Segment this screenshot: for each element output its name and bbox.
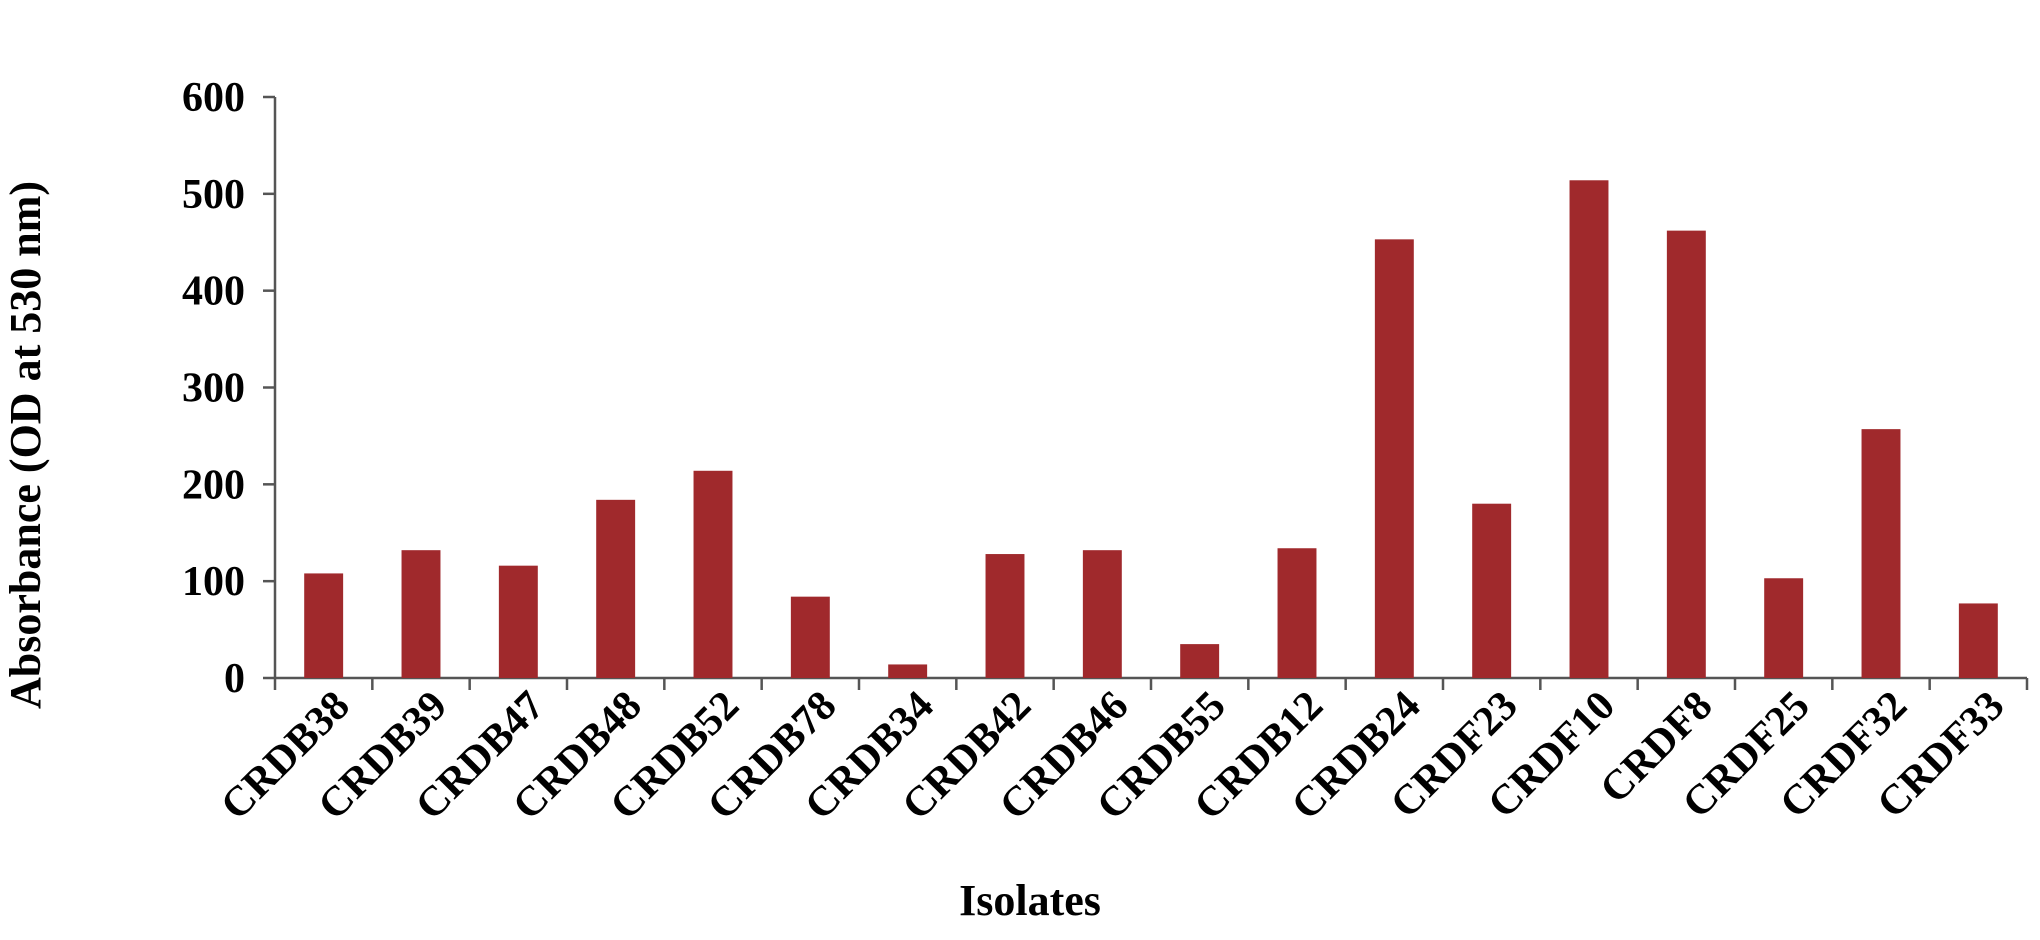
bar — [1472, 503, 1512, 678]
bar — [1374, 239, 1414, 678]
bar — [888, 664, 928, 678]
bar — [1666, 230, 1706, 678]
bar — [1958, 603, 1998, 678]
y-tick-label: 0 — [224, 656, 245, 702]
y-tick-label: 600 — [182, 75, 245, 121]
x-axis-title: Isolates — [959, 876, 1101, 925]
y-tick-label: 400 — [182, 269, 245, 315]
bar — [498, 565, 538, 678]
bar — [596, 499, 636, 678]
bar — [985, 554, 1025, 678]
y-tick-label: 300 — [182, 366, 245, 412]
bar — [1861, 429, 1901, 678]
bar — [790, 596, 830, 678]
bar — [1764, 578, 1804, 678]
y-tick-label: 100 — [182, 559, 245, 605]
y-tick-label: 200 — [182, 462, 245, 508]
bar — [1082, 550, 1122, 678]
bar — [401, 550, 441, 678]
y-tick-label: 500 — [182, 172, 245, 218]
bar — [1569, 180, 1609, 678]
bar — [304, 573, 344, 678]
bar — [1277, 548, 1317, 678]
bar — [1180, 644, 1220, 678]
bar — [693, 470, 733, 678]
y-axis-title: Absorbance (OD at 530 nm) — [1, 181, 50, 709]
